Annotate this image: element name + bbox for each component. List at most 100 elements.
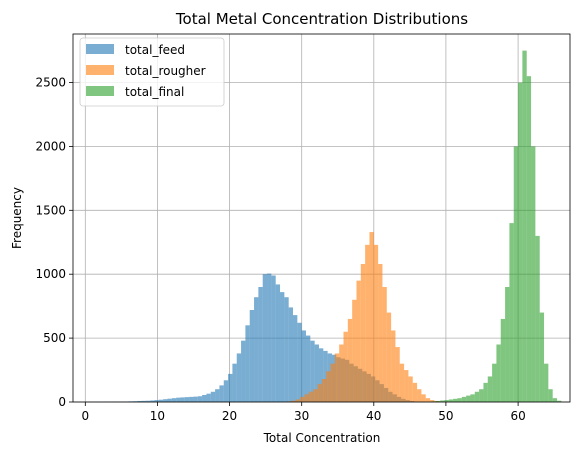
histogram-bar xyxy=(488,376,492,402)
histogram-bar xyxy=(365,245,369,402)
histogram-bar xyxy=(224,380,228,402)
histogram-bar xyxy=(496,345,500,403)
histogram-bar xyxy=(211,392,215,402)
histogram-bar xyxy=(509,223,513,402)
histogram-bar xyxy=(505,287,509,402)
histogram-bar xyxy=(421,394,425,402)
histogram-bar xyxy=(395,347,399,402)
legend-label: total_rougher xyxy=(125,64,206,78)
y-tick-label: 500 xyxy=(43,331,66,345)
histogram-bar xyxy=(189,397,193,402)
histogram-bar xyxy=(400,364,404,402)
histogram-bar xyxy=(426,398,430,402)
legend-label: total_feed xyxy=(125,43,185,57)
histogram-bar xyxy=(457,398,461,402)
histogram-bar xyxy=(544,364,548,402)
histogram-bar xyxy=(462,397,466,402)
histogram-bar xyxy=(339,345,343,403)
histogram-bar xyxy=(408,376,412,402)
x-tick-label: 50 xyxy=(438,409,453,423)
chart-title: Total Metal Concentration Distributions xyxy=(175,10,468,28)
histogram-bar xyxy=(206,394,210,402)
histogram-bar xyxy=(479,389,483,402)
histogram-bar xyxy=(522,51,526,402)
histogram-bar xyxy=(167,399,171,402)
x-tick-label: 0 xyxy=(81,409,89,423)
x-tick-label: 30 xyxy=(294,409,309,423)
histogram-bar xyxy=(331,364,335,402)
histogram-bar xyxy=(387,313,391,402)
legend: total_feed total_rougher total_final xyxy=(80,38,224,106)
histogram-bar xyxy=(185,397,189,402)
histogram-bar xyxy=(535,236,539,402)
histogram-bar xyxy=(483,383,487,402)
histogram-bar xyxy=(344,332,348,402)
histogram-bar xyxy=(237,353,241,402)
histogram-bar xyxy=(466,396,470,402)
histogram-bar xyxy=(271,276,275,403)
histogram-bar xyxy=(413,383,417,402)
histogram-bar xyxy=(267,274,271,402)
histogram-bar xyxy=(193,397,197,402)
histogram-bar xyxy=(202,395,206,402)
histogram-bar xyxy=(293,315,297,402)
histogram-bar xyxy=(250,310,254,402)
histogram-bar xyxy=(404,370,408,402)
histogram-bar xyxy=(475,392,479,402)
histogram-bar xyxy=(391,330,395,402)
histogram-bar xyxy=(297,323,301,402)
histogram-bar xyxy=(180,397,184,402)
histogram-bar xyxy=(254,297,258,402)
histogram-bar xyxy=(318,384,322,402)
histogram-bar xyxy=(326,371,330,402)
histogram-bar xyxy=(356,281,360,402)
y-tick-label: 1500 xyxy=(35,203,66,217)
x-axis-label: Total Concentration xyxy=(263,431,381,445)
histogram-bar xyxy=(352,300,356,402)
histogram-bar xyxy=(300,397,304,402)
histogram-bar xyxy=(241,341,245,402)
legend-swatch xyxy=(86,44,114,54)
histogram-bar xyxy=(176,398,180,402)
histogram-bar xyxy=(374,245,378,402)
legend-label: total_final xyxy=(125,85,184,99)
histogram-bar xyxy=(258,287,262,402)
histogram-bar xyxy=(215,389,219,402)
histogram-bar xyxy=(470,394,474,402)
histogram-bar xyxy=(417,389,421,402)
histogram-bar xyxy=(369,232,373,402)
x-tick-label: 20 xyxy=(222,409,237,423)
histogram-bar xyxy=(514,146,518,402)
histogram-bar xyxy=(348,319,352,402)
histogram-bar xyxy=(553,398,557,402)
histogram-bar xyxy=(548,389,552,402)
x-tick-label: 40 xyxy=(366,409,381,423)
histogram-bar xyxy=(501,319,505,402)
histogram-bar xyxy=(245,325,249,402)
legend-swatch xyxy=(86,65,114,75)
histogram-bar xyxy=(540,313,544,402)
legend-swatch xyxy=(86,86,114,96)
histogram-bar xyxy=(378,264,382,402)
histogram-bar xyxy=(309,392,313,402)
histogram-bar xyxy=(284,297,288,402)
y-tick-label: 0 xyxy=(58,395,66,409)
histogram-bar xyxy=(531,146,535,402)
histogram-bar xyxy=(313,389,317,402)
histogram-bar xyxy=(163,399,167,402)
histogram-bar xyxy=(305,394,309,402)
histogram-bar xyxy=(219,385,223,402)
y-axis-label: Frequency xyxy=(10,187,24,249)
histogram-bar xyxy=(518,83,522,402)
histogram-bar xyxy=(453,399,457,402)
histogram-bar xyxy=(172,398,176,402)
histogram-bar xyxy=(492,364,496,402)
histogram-bar xyxy=(527,76,531,402)
x-tick-label: 10 xyxy=(150,409,165,423)
histogram-bar xyxy=(322,379,326,402)
histogram-bar xyxy=(228,374,232,402)
histogram-bar xyxy=(280,292,284,402)
x-tick-label: 60 xyxy=(510,409,525,423)
histogram-bar xyxy=(335,353,339,402)
